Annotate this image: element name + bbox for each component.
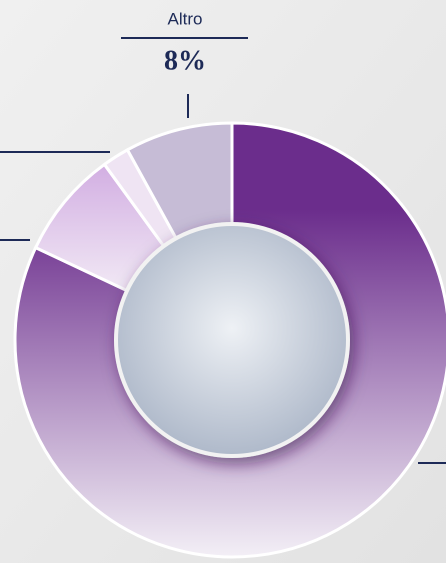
category-label: Altro	[168, 9, 203, 28]
value-label: 8%	[164, 45, 206, 76]
center-photo	[116, 224, 348, 456]
chart: Altro 8%	[0, 0, 446, 563]
page: Altro 8% (() => { const data = JSON.pars…	[0, 0, 446, 563]
